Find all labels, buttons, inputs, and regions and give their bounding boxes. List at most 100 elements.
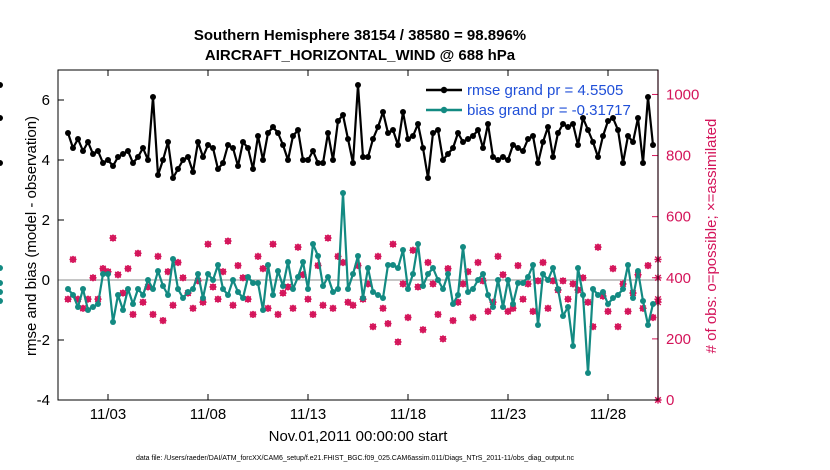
rmse-point bbox=[110, 163, 116, 169]
rmse-point bbox=[140, 145, 146, 151]
obs-assimilated-point bbox=[259, 265, 267, 273]
bias-point bbox=[545, 277, 551, 283]
bias-point bbox=[370, 289, 376, 295]
obs-assimilated-point bbox=[329, 304, 337, 312]
rmse-point bbox=[440, 157, 446, 163]
bias-point bbox=[480, 271, 486, 277]
bias-point bbox=[425, 271, 431, 277]
obs-assimilated-point bbox=[109, 234, 117, 242]
bias-point bbox=[125, 286, 131, 292]
obs-assimilated-point bbox=[214, 295, 222, 303]
rmse-point bbox=[270, 124, 276, 130]
bias-point bbox=[115, 292, 121, 298]
rmse-point bbox=[225, 142, 231, 148]
obs-assimilated-point bbox=[309, 310, 317, 319]
rmse-point bbox=[200, 154, 206, 160]
bias-point bbox=[565, 304, 571, 310]
bias-point bbox=[215, 262, 221, 268]
rmse-point bbox=[0, 160, 3, 166]
rmse-point bbox=[630, 139, 636, 145]
rmse-point bbox=[125, 148, 131, 154]
bias-point bbox=[390, 262, 396, 268]
obs-assimilated-point bbox=[159, 316, 167, 325]
legend-rmse-label: rmse grand pr = 4.5505 bbox=[467, 82, 623, 99]
obs-assimilated-point bbox=[424, 258, 432, 267]
x-tick-label: 11/18 bbox=[390, 406, 426, 423]
bias-point bbox=[240, 295, 246, 301]
rmse-point bbox=[575, 142, 581, 148]
obs-assimilated-point bbox=[454, 298, 462, 306]
bias-point bbox=[550, 265, 556, 271]
rmse-point bbox=[95, 148, 101, 154]
obs-assimilated-point bbox=[234, 261, 242, 270]
rmse-point bbox=[525, 136, 531, 142]
rmse-point bbox=[425, 175, 431, 181]
rmse-point bbox=[340, 112, 346, 118]
rmse-point bbox=[360, 154, 366, 160]
rmse-point bbox=[550, 154, 556, 160]
obs-assimilated-point bbox=[409, 246, 417, 254]
bias-point bbox=[445, 271, 451, 277]
obs-assimilated-point bbox=[574, 286, 582, 294]
bias-point bbox=[200, 295, 206, 301]
rmse-point bbox=[75, 136, 81, 142]
rmse-point bbox=[120, 151, 126, 157]
chart-title: Southern Hemisphere 38154 / 38580 = 98.8… bbox=[194, 27, 526, 44]
obs-assimilated-point bbox=[279, 289, 287, 297]
bias-point bbox=[405, 286, 411, 292]
obs-assimilated-point bbox=[499, 271, 507, 279]
bias-point bbox=[285, 259, 291, 265]
obs-assimilated-point bbox=[509, 304, 517, 312]
rmse-point bbox=[135, 154, 141, 160]
rmse-point bbox=[245, 145, 251, 151]
rmse-point bbox=[90, 151, 96, 157]
rmse-point bbox=[395, 142, 401, 148]
rmse-point bbox=[385, 130, 391, 136]
obs-assimilated-point bbox=[524, 280, 532, 288]
rmse-point bbox=[560, 121, 566, 127]
rmse-point bbox=[280, 142, 286, 148]
obs-assimilated-point bbox=[479, 277, 487, 285]
bias-point bbox=[205, 271, 211, 277]
obs-assimilated-point bbox=[464, 268, 472, 276]
obs-assimilated-point bbox=[334, 252, 342, 260]
bias-point bbox=[120, 307, 126, 313]
obs-assimilated-point bbox=[264, 304, 272, 312]
bias-point bbox=[600, 289, 606, 295]
obs-assimilated-point bbox=[289, 304, 297, 312]
bias-point bbox=[270, 292, 276, 298]
obs-assimilated-point bbox=[324, 234, 332, 242]
rmse-point bbox=[495, 157, 501, 163]
rmse-point bbox=[85, 139, 91, 145]
obs-assimilated-point bbox=[384, 320, 392, 328]
obs-assimilated-point bbox=[649, 313, 657, 322]
bias-point bbox=[475, 277, 481, 283]
bias-point bbox=[225, 292, 231, 298]
bias-point bbox=[400, 247, 406, 253]
obs-assimilated-point bbox=[609, 265, 617, 273]
rmse-point bbox=[470, 133, 476, 139]
rmse-point bbox=[0, 115, 3, 121]
obs-assimilated-point bbox=[224, 237, 232, 245]
bias-point bbox=[130, 301, 136, 307]
obs-assimilated-point bbox=[514, 261, 522, 270]
obs-assimilated-point bbox=[484, 307, 492, 315]
bias-point bbox=[135, 286, 141, 292]
bias-point bbox=[85, 307, 91, 313]
rmse-point bbox=[230, 145, 236, 151]
bias-point bbox=[185, 289, 191, 295]
rmse-point bbox=[260, 157, 266, 163]
bias-point bbox=[650, 301, 656, 307]
obs-assimilated-point bbox=[114, 271, 122, 279]
y-tick-label: -2 bbox=[37, 332, 50, 349]
obs-assimilated-point bbox=[194, 277, 202, 285]
rmse-point bbox=[390, 127, 396, 133]
rmse-point bbox=[155, 172, 161, 178]
obs-assimilated-point bbox=[189, 304, 197, 312]
rmse-point bbox=[620, 160, 626, 166]
obs-assimilated-point bbox=[149, 310, 157, 319]
rmse-point bbox=[610, 115, 616, 121]
bias-point bbox=[160, 283, 166, 289]
rmse-point bbox=[455, 130, 461, 136]
obs-assimilated-point bbox=[144, 283, 152, 291]
